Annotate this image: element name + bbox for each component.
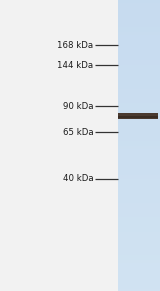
Text: 90 kDa: 90 kDa xyxy=(63,102,94,111)
Text: 65 kDa: 65 kDa xyxy=(63,128,94,137)
Text: 40 kDa: 40 kDa xyxy=(63,175,94,183)
Bar xyxy=(118,116,158,118)
Text: 144 kDa: 144 kDa xyxy=(57,61,94,70)
Bar xyxy=(118,113,158,119)
Text: 168 kDa: 168 kDa xyxy=(57,41,94,49)
